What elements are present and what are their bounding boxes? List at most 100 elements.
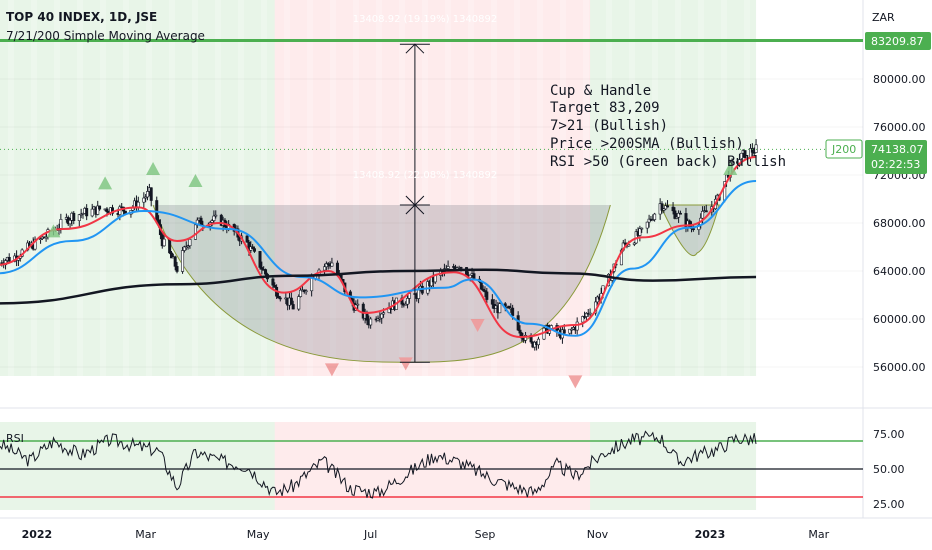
time-tick-label: Sep xyxy=(475,528,496,541)
candle-body xyxy=(273,284,277,288)
candle-body xyxy=(184,246,188,248)
candle-body xyxy=(260,267,264,270)
target-price-tag: 83209.87 xyxy=(865,32,931,50)
annotation-text: Cup & Handle Target 83,209 7>21 (Bullish… xyxy=(550,83,786,170)
sma-7-line xyxy=(0,156,757,339)
candle-body xyxy=(730,161,734,163)
candle-body xyxy=(675,216,679,219)
zone-stripe xyxy=(77,0,83,376)
candle-body xyxy=(750,148,754,153)
annotation-line-4: Price >200SMA (Bullish) xyxy=(550,136,744,152)
zone-stripe xyxy=(353,0,359,376)
candle-body xyxy=(68,220,72,225)
zone-stripe xyxy=(491,0,497,376)
candle-body xyxy=(647,218,651,223)
candle-body xyxy=(406,298,410,305)
candle-body xyxy=(507,306,511,309)
candle-body xyxy=(660,203,664,211)
candle-body xyxy=(33,238,37,250)
candle-body xyxy=(356,303,360,306)
measure-label-upper: 13408.92 (19.19%) 1340892 xyxy=(353,14,498,25)
candle-body xyxy=(382,312,386,315)
candle-body xyxy=(671,206,675,212)
symbol-tag-label: J200 xyxy=(831,143,856,156)
zone-stripe xyxy=(606,0,612,376)
candle-body xyxy=(662,208,666,211)
moving-averages xyxy=(0,156,757,339)
candle-body xyxy=(212,215,216,221)
candle-body xyxy=(297,296,301,310)
zone-stripe xyxy=(31,0,37,376)
last-price-countdown: 02:22:53 xyxy=(871,158,920,171)
annotation-line-1: Cup & Handle xyxy=(550,83,651,99)
time-tick-label: 2022 xyxy=(22,528,53,541)
candle-body xyxy=(459,267,463,269)
time-tick-label: Jul xyxy=(363,528,377,541)
candle-body xyxy=(479,281,483,290)
sma-21-line xyxy=(0,180,757,337)
candle-body xyxy=(271,278,275,286)
zone-1 xyxy=(274,0,342,376)
rsi-title: RSI xyxy=(6,432,24,445)
candle-body xyxy=(701,210,705,219)
indicator-title: 7/21/200 Simple Moving Average xyxy=(6,29,205,43)
rsi-zone-0 xyxy=(0,422,275,510)
candle-body xyxy=(581,316,585,323)
candle-body xyxy=(570,328,574,331)
candle-body xyxy=(59,219,63,229)
candle-body xyxy=(483,290,487,293)
candle-body xyxy=(168,238,172,254)
zone-stripe xyxy=(560,0,566,376)
price-axis: 80000.0076000.0072000.0068000.0064000.00… xyxy=(0,73,926,374)
candle-body xyxy=(739,152,743,160)
candle-body xyxy=(98,205,102,210)
candle-body xyxy=(378,317,382,320)
rsi-tick-label: 50.00 xyxy=(873,463,905,476)
currency-label: ZAR xyxy=(872,11,895,24)
candle-body xyxy=(264,269,268,275)
background-zones xyxy=(0,0,757,376)
price-tick-label: 76000.00 xyxy=(873,121,926,134)
candle-body xyxy=(673,210,677,219)
candle-body xyxy=(481,288,485,291)
candle-body xyxy=(518,329,522,334)
candle-body xyxy=(404,303,408,306)
candle-body xyxy=(465,267,469,276)
candle-body xyxy=(162,238,166,247)
last-price-value: 74138.07 xyxy=(871,143,924,156)
candle-body xyxy=(110,207,114,214)
candle-body xyxy=(214,214,218,217)
sell-signal-triangle xyxy=(470,319,485,332)
sma-200-line xyxy=(0,268,757,305)
zone-stripe xyxy=(675,0,681,376)
zone-stripe xyxy=(54,0,60,376)
rsi-pane: 75.00 50.00 25.00 xyxy=(0,428,905,511)
candle-body xyxy=(144,196,148,199)
zone-stripe xyxy=(215,0,221,376)
zone-stripe xyxy=(399,0,405,376)
candle-body xyxy=(380,313,384,319)
zone-stripe xyxy=(284,0,290,376)
rsi-zone-1 xyxy=(274,422,342,510)
candle-body xyxy=(44,236,48,239)
candle-body xyxy=(299,289,303,297)
candle-body xyxy=(688,220,692,227)
sell-signal-triangle xyxy=(398,357,413,371)
zone-stripe xyxy=(261,0,267,376)
zone-stripe xyxy=(169,0,175,376)
candle-body xyxy=(258,251,262,268)
candle-body xyxy=(291,304,295,310)
zone-stripe xyxy=(583,0,589,376)
candle-body xyxy=(691,228,695,231)
candle-body xyxy=(146,191,150,198)
candle-body xyxy=(645,221,649,229)
zone-0 xyxy=(0,0,275,376)
candle-body xyxy=(588,312,592,315)
candle-body xyxy=(278,297,282,300)
candle-body xyxy=(677,212,681,218)
candle-body xyxy=(276,295,280,299)
price-tick-label: 60000.00 xyxy=(873,313,926,326)
target-line xyxy=(0,38,863,150)
candle-body xyxy=(199,217,203,226)
